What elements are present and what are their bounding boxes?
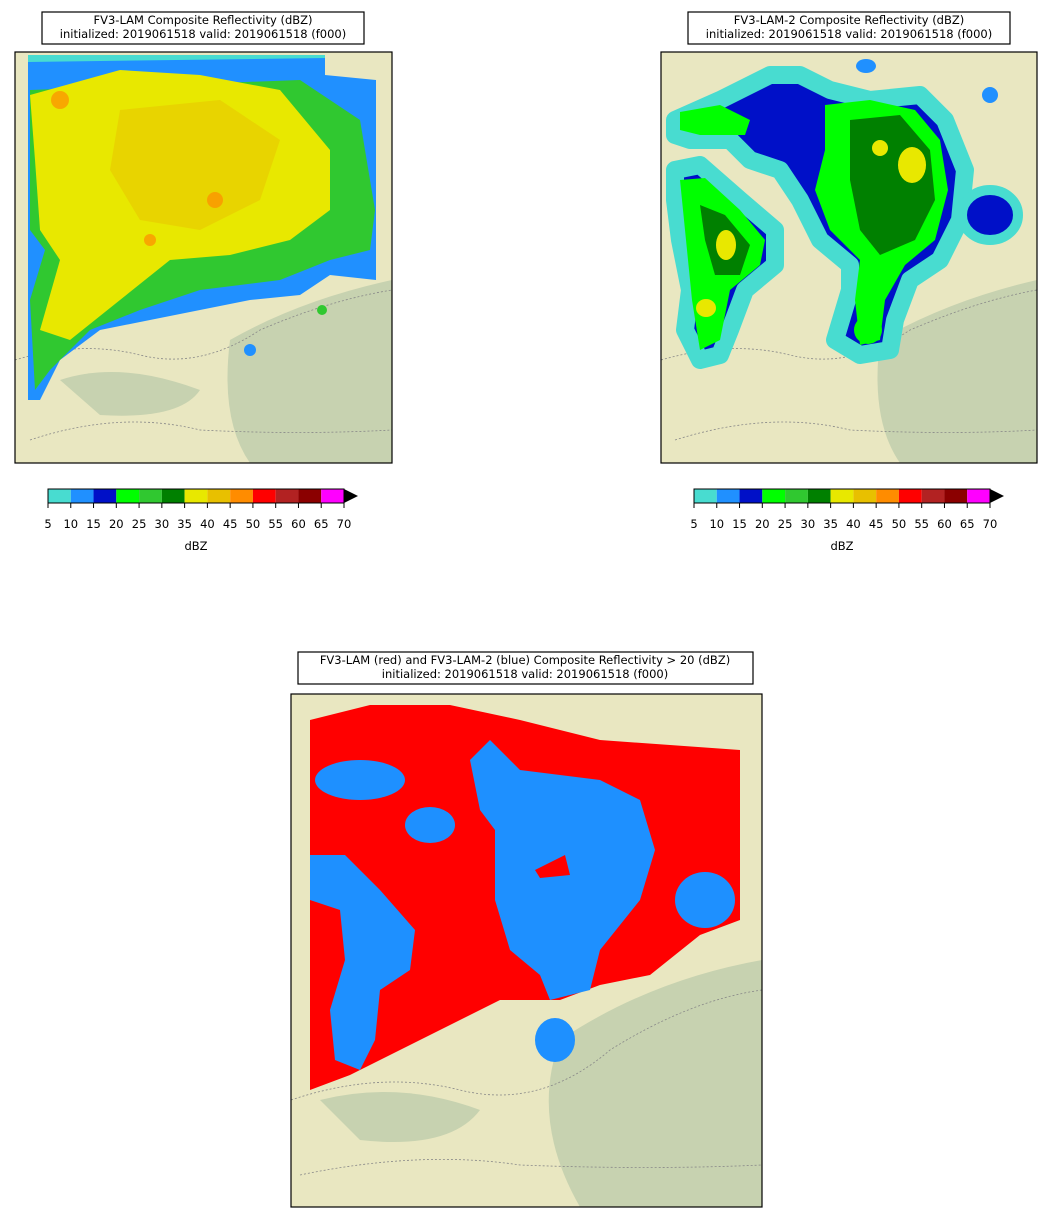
colorbar-tick-label: 45 <box>869 517 884 531</box>
colorbar-tick-label: 35 <box>823 517 838 531</box>
colorbar-tick-label: 50 <box>246 517 261 531</box>
colorbar-segment <box>70 489 94 503</box>
colorbar-segment <box>321 489 344 503</box>
colorbar-segment <box>694 489 717 503</box>
colorbar-frame <box>47 488 345 504</box>
title-box <box>41 11 365 45</box>
colorbar-tick-label: 65 <box>960 517 975 531</box>
map-frame <box>290 693 763 1208</box>
colorbar-tick-label: 20 <box>755 517 770 531</box>
colorbar-extend <box>990 489 1004 503</box>
colorbar-segment <box>48 489 71 503</box>
panel-subtitle: initialized: 2019061518 valid: 201906151… <box>706 27 992 41</box>
colorbar-segment <box>967 489 990 503</box>
colorbar-tick-label: 30 <box>155 517 170 531</box>
colorbar-label: dBZ <box>184 539 207 553</box>
colorbar-tick-label: 50 <box>892 517 907 531</box>
colorbar-segment <box>785 489 808 503</box>
colorbar-segment <box>139 489 162 503</box>
colorbar-segment <box>275 489 299 503</box>
colorbar-tick-label: 10 <box>63 517 78 531</box>
colorbar-tick-label: 40 <box>200 517 215 531</box>
colorbar-frame <box>693 488 991 504</box>
colorbar-tick-label: 5 <box>44 517 51 531</box>
colorbar-tick-label: 70 <box>337 517 352 531</box>
colorbar-tick-label: 70 <box>983 517 998 531</box>
colorbar-segment <box>230 489 253 503</box>
colorbar-segment <box>739 489 763 503</box>
colorbar-tick-label: 25 <box>132 517 147 531</box>
map-frame <box>14 51 393 464</box>
colorbar-segment <box>807 489 831 503</box>
colorbar-segment <box>716 489 740 503</box>
panel-title: FV3-LAM (red) and FV3-LAM-2 (blue) Compo… <box>320 653 730 667</box>
title-box <box>297 651 754 685</box>
colorbar-segment <box>93 489 117 503</box>
panel-title: FV3-LAM-2 Composite Reflectivity (dBZ) <box>734 13 964 27</box>
colorbar-tick-label: 20 <box>109 517 124 531</box>
colorbar-tick-label: 60 <box>937 517 952 531</box>
colorbar-segment <box>921 489 945 503</box>
colorbar-tick-label: 45 <box>223 517 238 531</box>
title-box <box>687 11 1011 45</box>
panel-subtitle: initialized: 2019061518 valid: 201906151… <box>60 27 346 41</box>
map-panel-2 <box>661 52 1037 463</box>
colorbar-segment <box>876 489 899 503</box>
map-frame <box>660 51 1038 464</box>
colorbar-tick-label: 5 <box>690 517 697 531</box>
colorbar-segment <box>853 489 877 503</box>
colorbar-segment <box>116 489 140 503</box>
colorbar-tick-label: 10 <box>709 517 724 531</box>
colorbar-tick-label: 15 <box>732 517 747 531</box>
colorbar-segment <box>298 489 322 503</box>
colorbar-tick-label: 55 <box>268 517 283 531</box>
colorbar-segment <box>944 489 968 503</box>
colorbar-extend <box>344 489 358 503</box>
map-panel-3 <box>291 694 762 1207</box>
colorbar-segment <box>207 489 231 503</box>
colorbar-tick-label: 15 <box>86 517 101 531</box>
panel-subtitle: initialized: 2019061518 valid: 201906151… <box>382 667 668 681</box>
colorbar-label: dBZ <box>830 539 853 553</box>
colorbar-tick-label: 35 <box>177 517 192 531</box>
colorbar-tick-label: 25 <box>778 517 793 531</box>
colorbar-tick-label: 55 <box>914 517 929 531</box>
colorbar-tick-label: 30 <box>801 517 816 531</box>
colorbar-segment <box>252 489 276 503</box>
colorbar-tick-label: 40 <box>846 517 861 531</box>
map-panel-1 <box>15 52 392 463</box>
colorbar-segment <box>161 489 185 503</box>
colorbar-segment <box>898 489 922 503</box>
panel-title: FV3-LAM Composite Reflectivity (dBZ) <box>94 13 313 27</box>
colorbar-tick-label: 60 <box>291 517 306 531</box>
colorbar-segment <box>830 489 854 503</box>
colorbar-tick-label: 65 <box>314 517 329 531</box>
colorbar-segment <box>184 489 208 503</box>
colorbar-segment <box>762 489 786 503</box>
